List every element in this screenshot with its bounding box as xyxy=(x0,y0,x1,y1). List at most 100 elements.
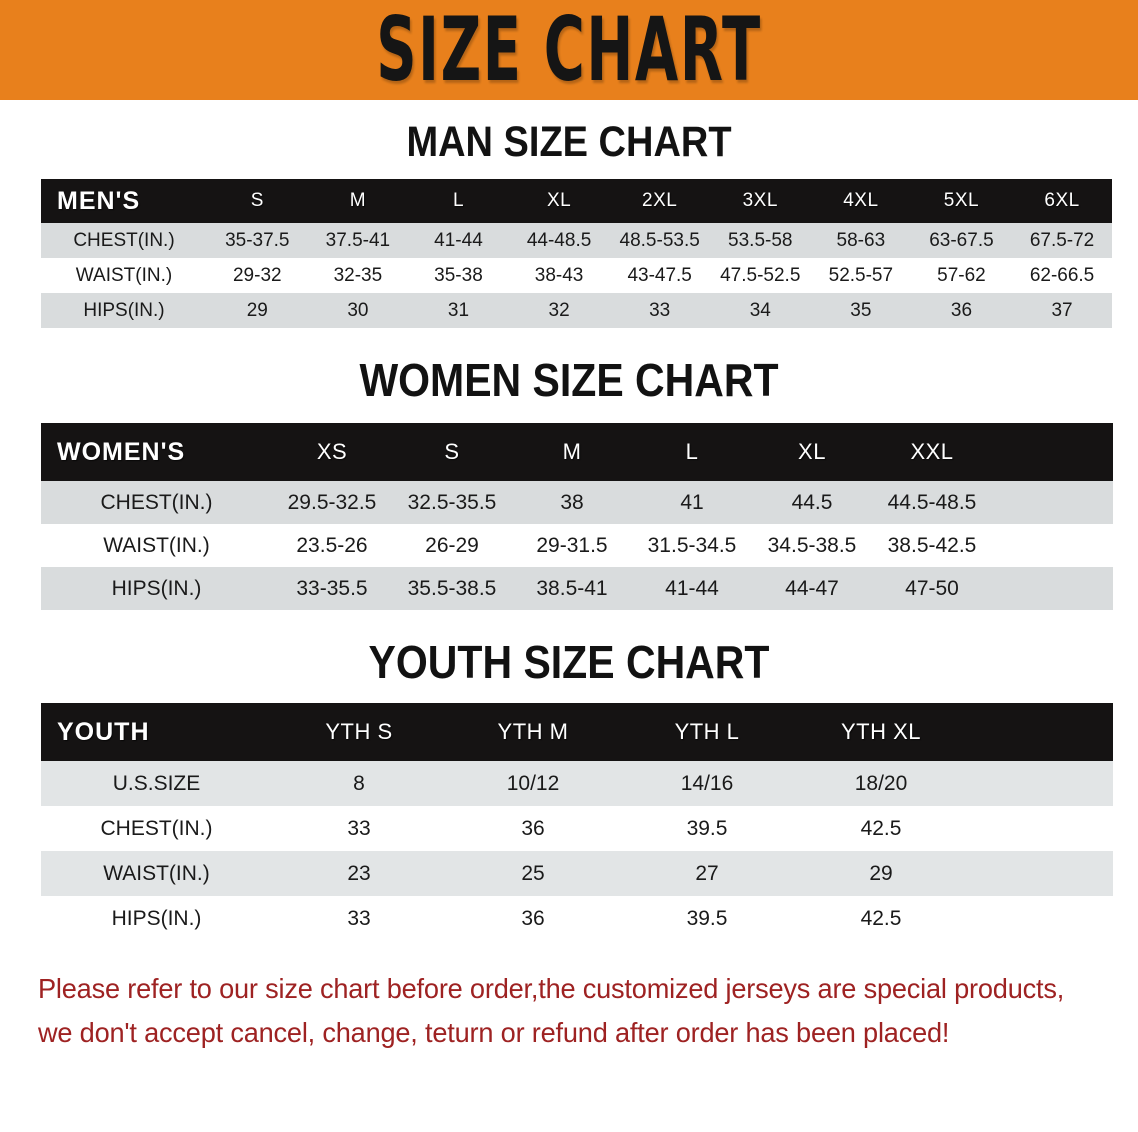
youth-col-header-spacer xyxy=(968,703,1113,761)
man-col-header-l: L xyxy=(452,190,465,211)
man-waist-2xl: 43-47.5 xyxy=(627,264,692,286)
youth-hips-yth-m: 36 xyxy=(521,906,545,930)
youth-row-label-us-size: U.S.SIZE xyxy=(112,771,201,795)
women-col-header-spacer xyxy=(992,423,1113,481)
man-hips-l: 31 xyxy=(447,299,470,321)
youth-us-size-yth-m: 10/12 xyxy=(506,771,560,795)
page-title: SIZE CHART xyxy=(376,0,762,102)
table-row: WAIST(IN.) 23.5-26 26-29 29-31.5 31.5-34… xyxy=(41,524,1113,567)
women-size-table: WOMEN'S XS S M L XL XXL CHEST(IN.) 29.5-… xyxy=(41,423,1113,610)
youth-waist-yth-m: 25 xyxy=(521,861,545,885)
women-waist-l: 31.5-34.5 xyxy=(647,533,737,557)
table-row: HIPS(IN.) 33 36 39.5 42.5 xyxy=(41,896,1113,941)
women-table-container: WOMEN'S XS S M L XL XXL CHEST(IN.) 29.5-… xyxy=(41,399,1113,610)
women-hips-s: 35.5-38.5 xyxy=(407,576,497,600)
man-header-row: MEN'S S M L XL 2XL 3XL 4XL 5XL 6XL xyxy=(41,179,1113,223)
man-col-header-4xl: 4XL xyxy=(843,190,879,211)
youth-row-label-hips: HIPS(IN.) xyxy=(111,906,202,930)
man-chest-3xl: 53.5-58 xyxy=(728,229,793,251)
youth-waist-yth-s: 23 xyxy=(347,861,371,885)
youth-header-row: YOUTH YTH S YTH M YTH L YTH XL xyxy=(41,703,1113,761)
table-row: WAIST(IN.) 29-32 32-35 35-38 38-43 43-47… xyxy=(41,258,1113,293)
youth-waist-spacer xyxy=(968,851,1113,896)
table-row: CHEST(IN.) 35-37.5 37.5-41 41-44 44-48.5… xyxy=(41,223,1113,258)
youth-hips-yth-l: 39.5 xyxy=(686,906,728,930)
women-chest-l: 41 xyxy=(680,490,704,514)
man-chest-4xl: 58-63 xyxy=(836,229,886,251)
youth-table-header: YOUTH YTH S YTH M YTH L YTH XL xyxy=(41,703,1113,761)
youth-us-size-yth-s: 8 xyxy=(353,771,365,795)
man-chest-6xl: 67.5-72 xyxy=(1029,229,1095,251)
table-row: U.S.SIZE 8 10/12 14/16 18/20 xyxy=(41,761,1113,806)
youth-hips-yth-xl: 42.5 xyxy=(860,906,902,930)
women-waist-m: 29-31.5 xyxy=(536,533,608,557)
women-header-row: WOMEN'S XS S M L XL XXL xyxy=(41,423,1113,481)
man-chest-m: 37.5-41 xyxy=(325,229,391,251)
youth-us-size-yth-l: 14/16 xyxy=(680,771,734,795)
table-row: CHEST(IN.) 29.5-32.5 32.5-35.5 38 41 44.… xyxy=(41,481,1113,524)
youth-chest-yth-l: 39.5 xyxy=(686,816,728,840)
youth-row-label-waist: WAIST(IN.) xyxy=(103,861,210,885)
women-col-header-m: M xyxy=(562,439,582,464)
man-col-header-2xl: 2XL xyxy=(642,190,678,211)
man-table-header: MEN'S S M L XL 2XL 3XL 4XL 5XL 6XL xyxy=(41,179,1113,223)
women-table-body: CHEST(IN.) 29.5-32.5 32.5-35.5 38 41 44.… xyxy=(41,481,1113,610)
man-waist-3xl: 47.5-52.5 xyxy=(720,264,801,286)
women-chest-s: 32.5-35.5 xyxy=(407,490,497,514)
man-chest-s: 35-37.5 xyxy=(225,229,290,251)
youth-col-header-yth-m: YTH M xyxy=(497,719,569,744)
youth-us-size-yth-xl: 18/20 xyxy=(854,771,908,795)
man-waist-l: 35-38 xyxy=(434,264,483,286)
women-waist-spacer xyxy=(992,524,1113,567)
women-col-header-xs: XS xyxy=(316,439,348,464)
disclaimer-line-2: we don't accept cancel, change, teturn o… xyxy=(38,1017,950,1048)
women-row-label-waist: WAIST(IN.) xyxy=(103,533,210,557)
women-chest-xxl: 44.5-48.5 xyxy=(887,490,977,514)
women-row-label-header: WOMEN'S xyxy=(57,437,186,466)
women-hips-m: 38.5-41 xyxy=(536,576,608,600)
disclaimer-line-1: Please refer to our size chart before or… xyxy=(38,973,1065,1004)
youth-section-title: YOUTH SIZE CHART xyxy=(368,635,770,689)
man-hips-5xl: 36 xyxy=(950,299,973,321)
man-row-label-waist: WAIST(IN.) xyxy=(75,264,173,286)
women-col-header-l: L xyxy=(685,439,699,464)
man-col-header-5xl: 5XL xyxy=(943,190,980,211)
table-row: HIPS(IN.) 29 30 31 32 33 34 35 36 37 xyxy=(41,293,1113,328)
youth-col-header-yth-xl: YTH XL xyxy=(840,719,922,744)
man-chest-xl: 44-48.5 xyxy=(526,229,592,251)
disclaimer-text: Please refer to our size chart before or… xyxy=(38,967,1068,1055)
table-row: HIPS(IN.) 33-35.5 35.5-38.5 38.5-41 41-4… xyxy=(41,567,1113,610)
youth-us-size-spacer xyxy=(968,761,1113,806)
table-row: WAIST(IN.) 23 25 27 29 xyxy=(41,851,1113,896)
youth-chest-yth-m: 36 xyxy=(521,816,545,840)
man-chest-5xl: 63-67.5 xyxy=(929,229,994,251)
man-col-header-xl: XL xyxy=(546,190,572,211)
man-waist-4xl: 52.5-57 xyxy=(828,264,894,286)
women-hips-xs: 33-35.5 xyxy=(296,576,368,600)
youth-hips-spacer xyxy=(968,896,1113,941)
youth-row-label-header: YOUTH xyxy=(57,717,150,746)
women-waist-s: 26-29 xyxy=(425,533,479,557)
man-col-header-6xl: 6XL xyxy=(1044,190,1080,211)
man-chest-l: 41-44 xyxy=(434,229,483,251)
man-chest-2xl: 48.5-53.5 xyxy=(619,229,700,251)
women-table-header: WOMEN'S XS S M L XL XXL xyxy=(41,423,1113,481)
youth-col-header-yth-s: YTH S xyxy=(325,719,393,744)
man-waist-m: 32-35 xyxy=(333,264,383,286)
women-hips-spacer xyxy=(992,567,1113,610)
women-col-header-xl: XL xyxy=(798,439,826,464)
youth-waist-yth-l: 27 xyxy=(695,861,719,885)
youth-table-body: U.S.SIZE 8 10/12 14/16 18/20 CHEST(IN.) … xyxy=(41,761,1113,941)
man-hips-4xl: 35 xyxy=(850,299,872,321)
man-hips-xl: 32 xyxy=(548,299,570,321)
man-size-table: MEN'S S M L XL 2XL 3XL 4XL 5XL 6XL CHEST… xyxy=(41,179,1113,328)
women-row-label-chest: CHEST(IN.) xyxy=(100,490,213,514)
table-row: CHEST(IN.) 33 36 39.5 42.5 xyxy=(41,806,1113,851)
women-col-header-s: S xyxy=(444,439,460,464)
youth-chest-yth-xl: 42.5 xyxy=(860,816,902,840)
man-waist-xl: 38-43 xyxy=(534,264,584,286)
man-hips-3xl: 34 xyxy=(749,299,771,321)
man-col-header-s: S xyxy=(250,190,264,211)
man-table-body: CHEST(IN.) 35-37.5 37.5-41 41-44 44-48.5… xyxy=(41,223,1113,328)
women-waist-xl: 34.5-38.5 xyxy=(767,533,857,557)
